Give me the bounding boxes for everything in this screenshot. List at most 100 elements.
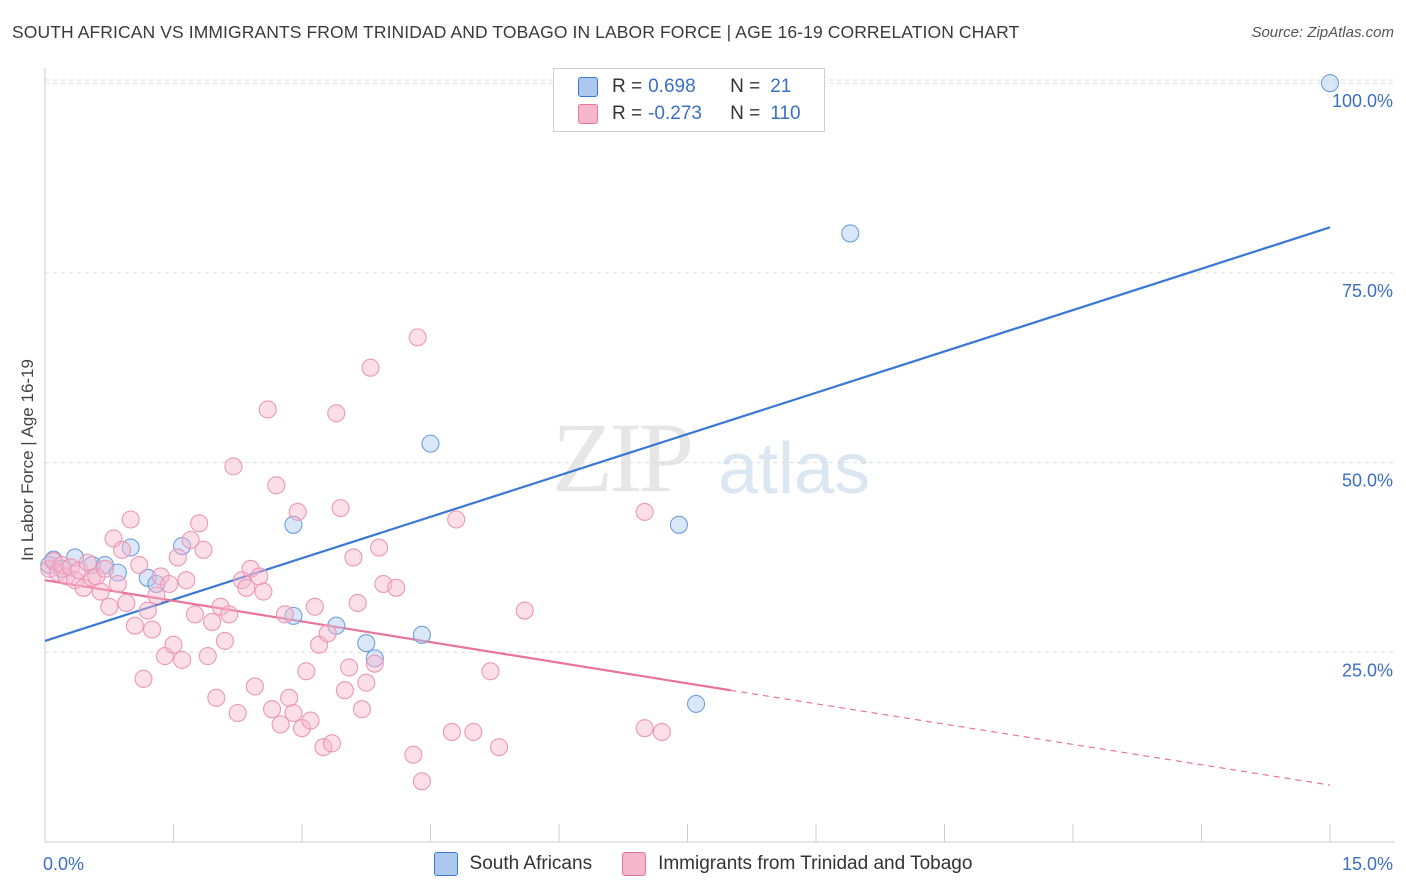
data-point-trinidad bbox=[262, 700, 282, 719]
data-point-trinidad bbox=[322, 734, 342, 753]
data-point-trinidad bbox=[134, 669, 153, 688]
data-point-south-africans bbox=[841, 224, 860, 243]
data-point-trinidad bbox=[267, 476, 286, 495]
data-point-trinidad bbox=[348, 593, 367, 613]
trend-line-extrapolated bbox=[730, 689, 1331, 786]
data-point-trinidad bbox=[164, 635, 183, 654]
data-point-trinidad bbox=[228, 703, 247, 723]
data-point-trinidad bbox=[635, 719, 654, 738]
legend-n-label: N = bbox=[730, 76, 761, 97]
data-point-trinidad bbox=[245, 677, 264, 696]
data-point-trinidad bbox=[207, 688, 226, 707]
data-point-trinidad bbox=[254, 582, 273, 601]
data-point-trinidad bbox=[340, 658, 359, 677]
data-point-trinidad bbox=[125, 616, 144, 635]
data-point-trinidad bbox=[331, 499, 350, 518]
data-point-south-africans bbox=[421, 434, 440, 453]
trend-line bbox=[44, 579, 731, 692]
data-point-trinidad bbox=[177, 571, 196, 590]
data-point-trinidad bbox=[224, 457, 243, 476]
data-point-trinidad bbox=[173, 650, 192, 669]
data-point-south-africans bbox=[412, 625, 431, 644]
y-tick-label: 75.0% bbox=[1342, 281, 1393, 301]
data-point-south-africans bbox=[365, 649, 384, 668]
data-point-trinidad bbox=[357, 673, 376, 692]
data-point-trinidad bbox=[91, 582, 110, 601]
data-point-trinidad bbox=[652, 722, 671, 742]
y-tick-label: 100.0% bbox=[1332, 91, 1393, 111]
legend-item-trinidad: Immigrants from Trinidad and Tobago bbox=[622, 852, 972, 876]
data-point-trinidad bbox=[361, 358, 380, 377]
data-point-trinidad bbox=[220, 605, 239, 624]
data-point-trinidad bbox=[344, 548, 363, 567]
data-point-trinidad bbox=[464, 722, 483, 742]
data-point-trinidad bbox=[275, 605, 294, 624]
legend-label-trinidad: Immigrants from Trinidad and Tobago bbox=[658, 853, 973, 874]
data-point-trinidad bbox=[447, 510, 466, 529]
data-point-trinidad bbox=[78, 553, 97, 572]
legend-swatch-blue bbox=[433, 852, 458, 876]
data-point-trinidad bbox=[160, 574, 179, 594]
x-tick-label: 15.0% bbox=[1342, 854, 1393, 874]
data-point-trinidad bbox=[203, 612, 222, 631]
source-label: Source: ZipAtlas.com bbox=[1251, 24, 1394, 41]
data-point-trinidad bbox=[314, 738, 333, 757]
data-point-trinidad bbox=[108, 574, 127, 594]
data-point-trinidad bbox=[412, 772, 431, 791]
data-point-trinidad bbox=[185, 605, 204, 624]
data-point-trinidad bbox=[408, 328, 427, 347]
series-legend: South Africans Immigrants from Trinidad … bbox=[0, 852, 1406, 876]
legend-item-south-africans: South Africans bbox=[433, 852, 593, 876]
data-point-trinidad bbox=[370, 538, 389, 557]
data-point-trinidad bbox=[190, 514, 209, 533]
data-point-trinidad bbox=[515, 601, 534, 620]
data-point-trinidad bbox=[121, 510, 140, 529]
trend-lines bbox=[44, 226, 1331, 786]
data-point-trinidad bbox=[301, 711, 320, 730]
legend-r-label: R = bbox=[612, 103, 643, 124]
data-point-trinidad bbox=[280, 688, 299, 707]
data-point-trinidad bbox=[387, 578, 406, 597]
data-point-trinidad bbox=[237, 578, 256, 597]
data-point-trinidad bbox=[181, 530, 200, 550]
data-point-trinidad bbox=[318, 624, 337, 643]
data-point-south-africans bbox=[669, 515, 688, 534]
data-point-trinidad bbox=[130, 555, 149, 575]
trend-line bbox=[44, 226, 1331, 642]
watermark-atlas: atlas bbox=[718, 429, 871, 509]
data-point-trinidad bbox=[113, 540, 132, 559]
y-tick-label: 50.0% bbox=[1342, 471, 1393, 491]
data-points bbox=[40, 74, 1340, 791]
data-point-south-africans bbox=[687, 694, 706, 713]
data-point-trinidad bbox=[143, 620, 162, 639]
data-point-trinidad bbox=[271, 715, 290, 734]
legend-swatch-pink bbox=[622, 852, 647, 876]
stats-legend: R = 0.698 N = 21 R = -0.273 N = 110 bbox=[553, 68, 825, 132]
legend-n-value: 110 bbox=[770, 103, 801, 124]
legend-row-trinidad: R = -0.273 N = 110 bbox=[578, 101, 801, 127]
y-tick-label: 25.0% bbox=[1342, 660, 1393, 680]
legend-row-south-africans: R = 0.698 N = 21 bbox=[578, 74, 791, 100]
data-point-trinidad bbox=[365, 654, 384, 673]
x-tick-label: 0.0% bbox=[43, 854, 84, 874]
data-point-trinidad bbox=[95, 559, 115, 578]
data-point-trinidad bbox=[215, 631, 234, 650]
legend-label-south-africans: South Africans bbox=[469, 853, 593, 874]
data-point-trinidad bbox=[327, 404, 346, 423]
tick-labels: 25.0% 50.0% 75.0% 100.0% 0.0% 15.0% bbox=[43, 91, 1393, 874]
data-point-trinidad bbox=[100, 597, 119, 616]
legend-r-value: -0.273 bbox=[648, 103, 702, 124]
legend-swatch-pink bbox=[578, 104, 598, 124]
data-point-south-africans bbox=[357, 634, 376, 653]
data-point-trinidad bbox=[635, 502, 654, 521]
watermark-zip: ZIP bbox=[552, 402, 694, 513]
data-point-trinidad bbox=[284, 703, 303, 723]
legend-r-value: 0.698 bbox=[648, 76, 696, 97]
data-point-trinidad bbox=[352, 700, 372, 719]
data-point-south-africans bbox=[1320, 74, 1340, 93]
legend-n-value: 21 bbox=[770, 76, 792, 97]
data-point-trinidad bbox=[404, 745, 423, 764]
data-point-trinidad bbox=[138, 601, 157, 620]
data-point-trinidad bbox=[481, 662, 500, 681]
